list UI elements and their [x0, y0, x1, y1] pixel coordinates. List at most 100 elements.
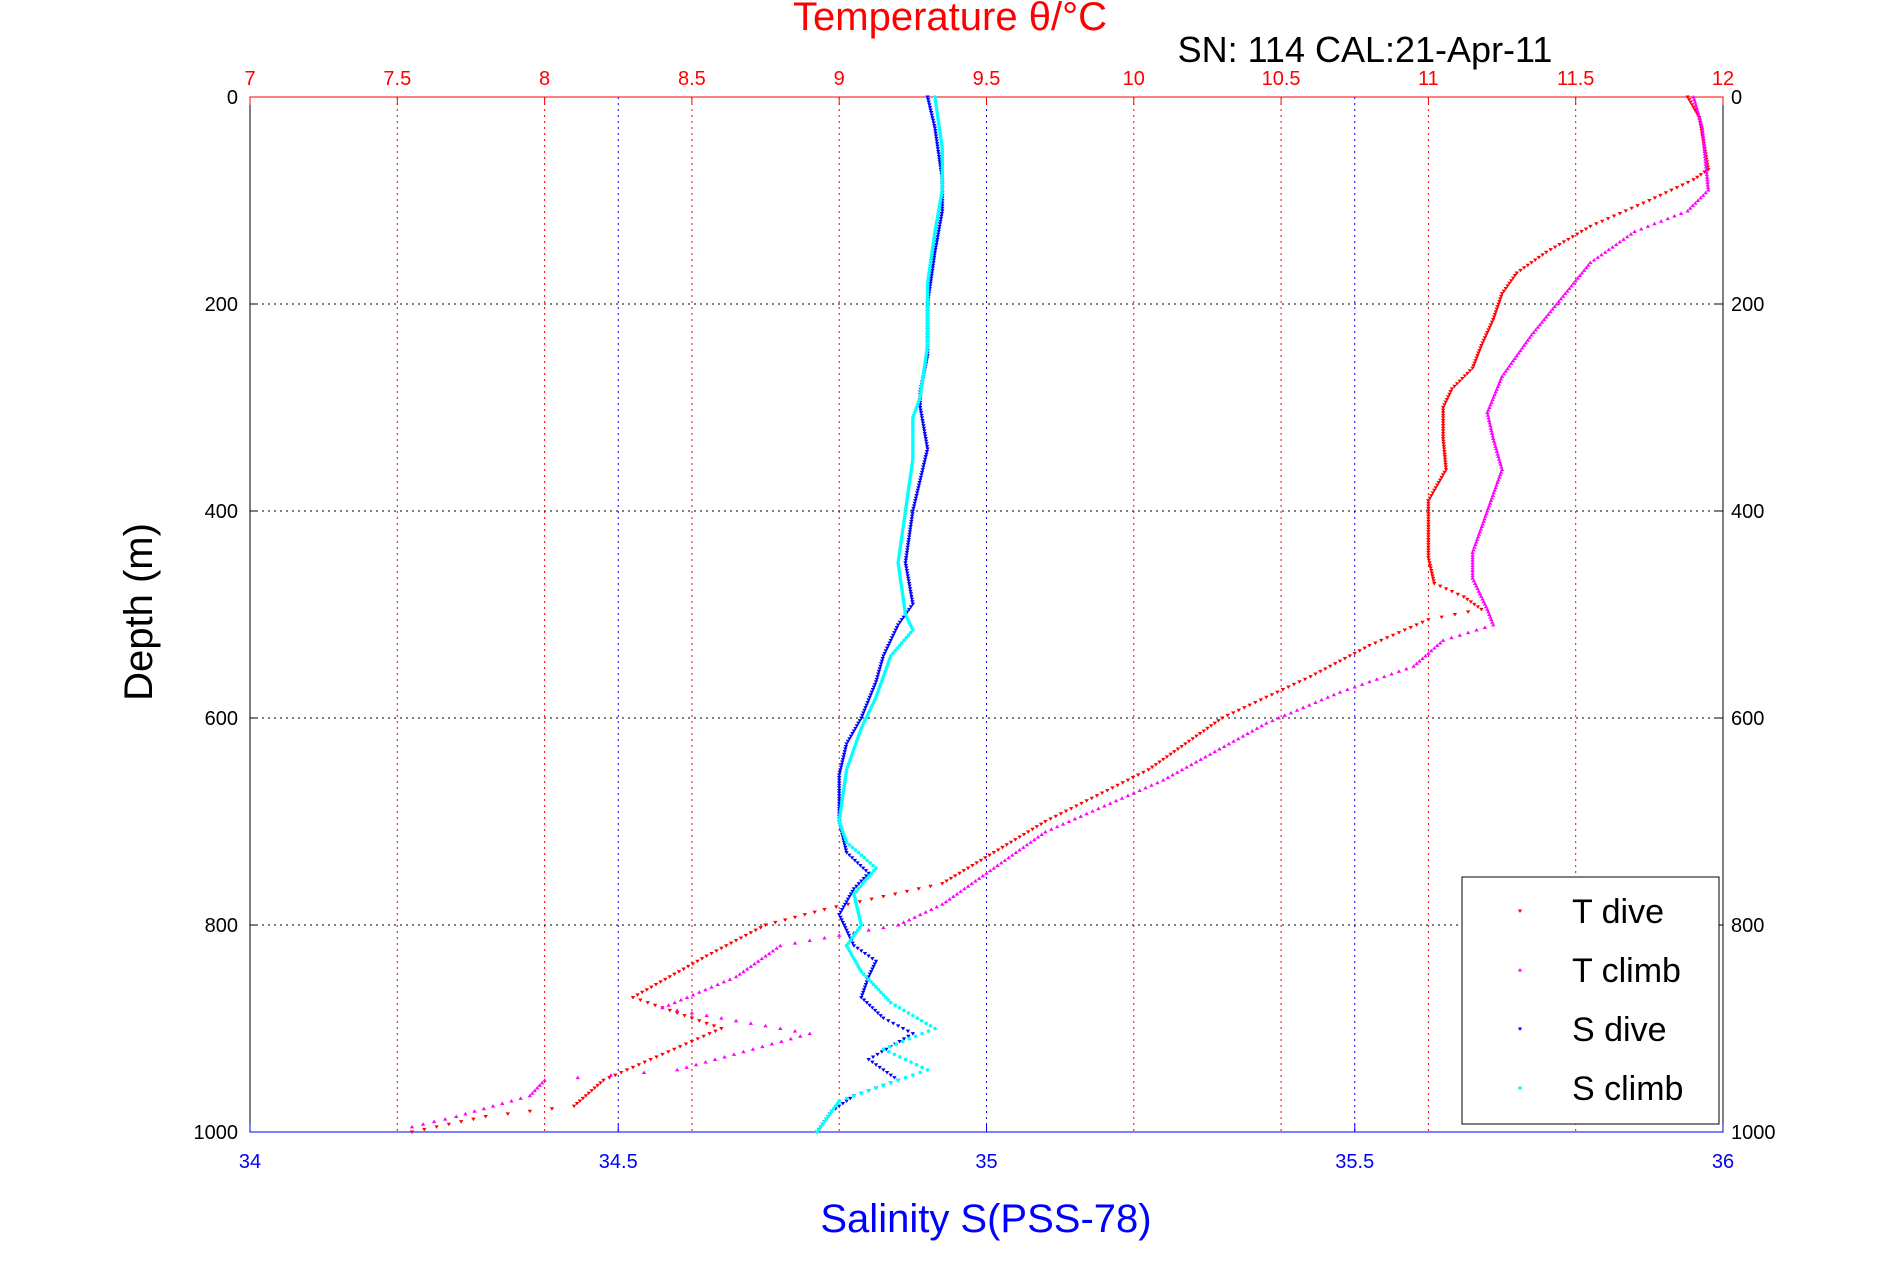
- data-point: [920, 421, 926, 426]
- data-point: [719, 1027, 724, 1031]
- data-point: [910, 512, 915, 516]
- data-point: [843, 845, 848, 850]
- data-point: [1569, 283, 1574, 288]
- data-point: [1429, 571, 1435, 576]
- data-point: [973, 879, 978, 883]
- data-point: [900, 641, 904, 645]
- data-point: [1183, 742, 1188, 746]
- data-point: [898, 1055, 902, 1059]
- data-point: [1197, 732, 1203, 736]
- data-point: [1699, 123, 1704, 127]
- data-point: [911, 506, 916, 511]
- data-point: [1161, 778, 1166, 782]
- data-point: [940, 209, 945, 213]
- data-point: [1495, 480, 1500, 485]
- data-point: [892, 892, 898, 896]
- data-point: [837, 788, 842, 793]
- data-point: [918, 475, 924, 480]
- data-point: [1523, 340, 1529, 345]
- data-point: [1705, 177, 1710, 182]
- data-point: [857, 719, 863, 723]
- data-point: [863, 869, 869, 873]
- series-t-climb: [409, 95, 1711, 1129]
- data-point: [1485, 413, 1491, 417]
- data-point: [871, 982, 876, 987]
- data-point: [1115, 783, 1120, 788]
- legend-label: T dive: [1572, 893, 1664, 931]
- data-point: [1475, 586, 1480, 591]
- data-point: [920, 418, 925, 423]
- data-point: [1498, 297, 1503, 301]
- data-point: [1470, 563, 1475, 567]
- data-point: [919, 413, 924, 418]
- data-point: [866, 1058, 871, 1062]
- data-point: [873, 1063, 879, 1067]
- data-point: [902, 638, 906, 643]
- data-point: [420, 1122, 426, 1126]
- data-point: [1205, 726, 1210, 731]
- tick-label-temperature: 12: [1712, 68, 1734, 90]
- data-point: [845, 931, 850, 935]
- data-point: [1165, 775, 1171, 780]
- data-point: [894, 1042, 899, 1046]
- data-point: [1032, 837, 1037, 842]
- data-point: [859, 1091, 864, 1095]
- data-point: [919, 470, 925, 475]
- data-point: [911, 454, 915, 459]
- legend-box: [1461, 876, 1720, 1125]
- data-point: [892, 1052, 897, 1057]
- data-point: [1175, 747, 1181, 752]
- data-point: [1426, 530, 1431, 534]
- data-point: [1495, 452, 1500, 456]
- data-point: [1557, 242, 1562, 247]
- data-point: [1432, 646, 1437, 650]
- data-point: [912, 915, 917, 919]
- data-point: [1325, 695, 1330, 699]
- data-point: [904, 550, 910, 555]
- data-point: [653, 983, 659, 987]
- data-point: [1150, 765, 1155, 770]
- legend-marker: [1517, 909, 1523, 913]
- data-point: [1503, 369, 1508, 373]
- data-point: [1470, 558, 1475, 562]
- data-point: [1518, 348, 1523, 353]
- data-point: [683, 1042, 689, 1047]
- data-point: [1512, 274, 1518, 278]
- data-point: [857, 925, 862, 930]
- data-point: [701, 1034, 706, 1039]
- data-point: [1544, 250, 1549, 255]
- data-point: [782, 918, 788, 922]
- data-point: [1470, 552, 1475, 557]
- tick-label-depth-left: 800: [205, 915, 238, 937]
- data-point: [1440, 429, 1446, 433]
- data-point: [875, 675, 880, 679]
- data-point: [1049, 827, 1054, 831]
- data-point: [1496, 477, 1501, 482]
- data-point: [1131, 791, 1136, 795]
- data-point: [853, 726, 858, 731]
- data-point: [1426, 545, 1431, 550]
- data-point: [921, 462, 927, 467]
- data-point: [1198, 757, 1203, 761]
- data-point: [1703, 157, 1708, 161]
- data-point: [1493, 485, 1498, 490]
- data-point: [1373, 641, 1378, 645]
- tick-label-temperature: 10.5: [1262, 68, 1301, 90]
- data-point: [850, 845, 855, 850]
- data-point: [1440, 437, 1446, 441]
- data-point: [1489, 320, 1495, 325]
- data-point: [840, 1102, 846, 1106]
- data-point: [879, 990, 883, 995]
- data-point: [733, 939, 739, 943]
- data-point: [933, 245, 939, 250]
- data-point: [1700, 133, 1706, 138]
- data-point: [1541, 317, 1547, 322]
- data-point: [913, 496, 919, 501]
- data-point: [1013, 838, 1018, 842]
- data-point: [1442, 449, 1447, 454]
- data-point: [905, 545, 910, 550]
- data-point: [1225, 713, 1230, 718]
- data-point: [1332, 662, 1338, 666]
- data-point: [843, 926, 848, 930]
- data-point: [1566, 237, 1571, 242]
